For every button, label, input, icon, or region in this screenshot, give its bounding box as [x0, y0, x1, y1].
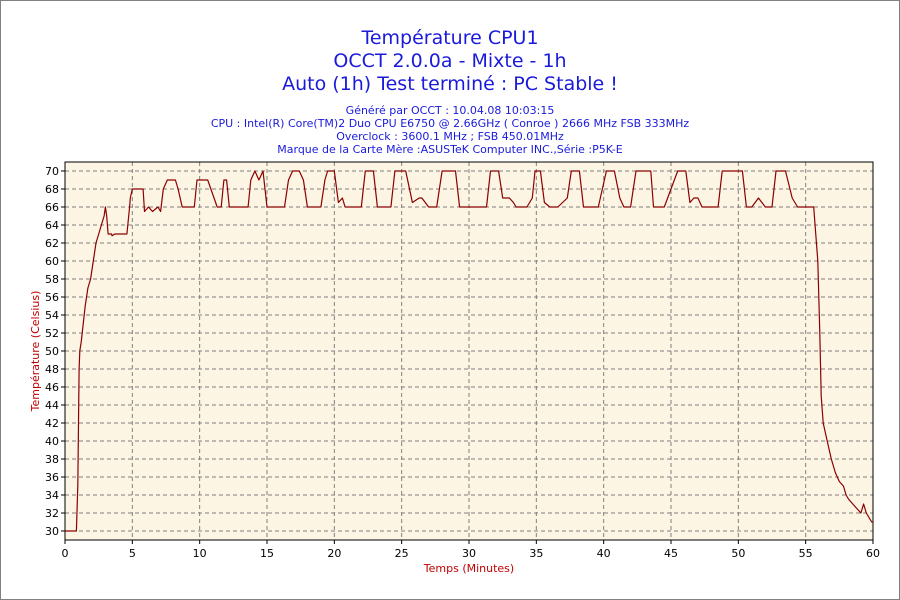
y-tick-label-13: 56 [45, 291, 59, 304]
x-tick-label-5: 25 [395, 547, 409, 560]
chart-title-line-1: Température CPU1 [361, 27, 539, 49]
x-tick-label-12: 60 [866, 547, 880, 560]
y-tick-label-8: 46 [45, 381, 59, 394]
y-tick-label-12: 54 [45, 309, 59, 322]
series-line-0 [65, 170, 873, 532]
chart-subtitle-line-2: CPU : Intel(R) Core(TM)2 Duo CPU E6750 @… [210, 117, 690, 130]
y-tick-label-19: 68 [45, 183, 59, 196]
x-tick-label-2: 10 [193, 547, 207, 560]
y-tick-label-20: 70 [45, 165, 59, 178]
chart-subtitle-line-1: Généré par OCCT : 10.04.08 10:03:15 [345, 104, 555, 117]
y-tick-label-4: 38 [45, 453, 59, 466]
x-tick-label-6: 30 [462, 547, 476, 560]
x-tick-label-4: 20 [327, 547, 341, 560]
y-tick-label-11: 52 [45, 327, 59, 340]
y-tick-label-14: 58 [45, 273, 59, 286]
y-tick-label-2: 34 [45, 489, 59, 502]
chart-subtitle-line-4: Marque de la Carte Mère :ASUSTeK Compute… [277, 143, 623, 156]
x-tick-label-10: 50 [731, 547, 745, 560]
x-tick-label-9: 45 [664, 547, 678, 560]
x-tick-label-3: 15 [260, 547, 274, 560]
chart-title-line-2: OCCT 2.0.0a - Mixte - 1h [333, 50, 567, 72]
y-tick-label-5: 40 [45, 435, 59, 448]
y-tick-label-18: 66 [45, 201, 59, 214]
y-tick-label-16: 62 [45, 237, 59, 250]
chart-title-line-3: Auto (1h) Test terminé : PC Stable ! [282, 73, 618, 95]
y-tick-label-7: 44 [45, 399, 59, 412]
y-tick-label-17: 64 [45, 219, 59, 232]
x-tick-label-11: 55 [799, 547, 813, 560]
x-tick-label-7: 35 [529, 547, 543, 560]
y-tick-label-10: 50 [45, 345, 59, 358]
y-tick-label-6: 42 [45, 417, 59, 430]
y-tick-label-0: 30 [45, 525, 59, 538]
y-tick-label-9: 48 [45, 363, 59, 376]
x-tick-label-8: 40 [597, 547, 611, 560]
x-axis-title: Temps (Minutes) [423, 562, 514, 575]
y-tick-label-1: 32 [45, 507, 59, 520]
chart-subtitle-line-3: Overclock : 3600.1 MHz ; FSB 450.01MHz [336, 130, 564, 143]
x-tick-label-0: 0 [62, 547, 69, 560]
x-tick-label-1: 5 [129, 547, 136, 560]
y-axis-title: Température (Celsius) [29, 291, 42, 413]
y-tick-label-15: 60 [45, 255, 59, 268]
y-tick-label-3: 36 [45, 471, 59, 484]
